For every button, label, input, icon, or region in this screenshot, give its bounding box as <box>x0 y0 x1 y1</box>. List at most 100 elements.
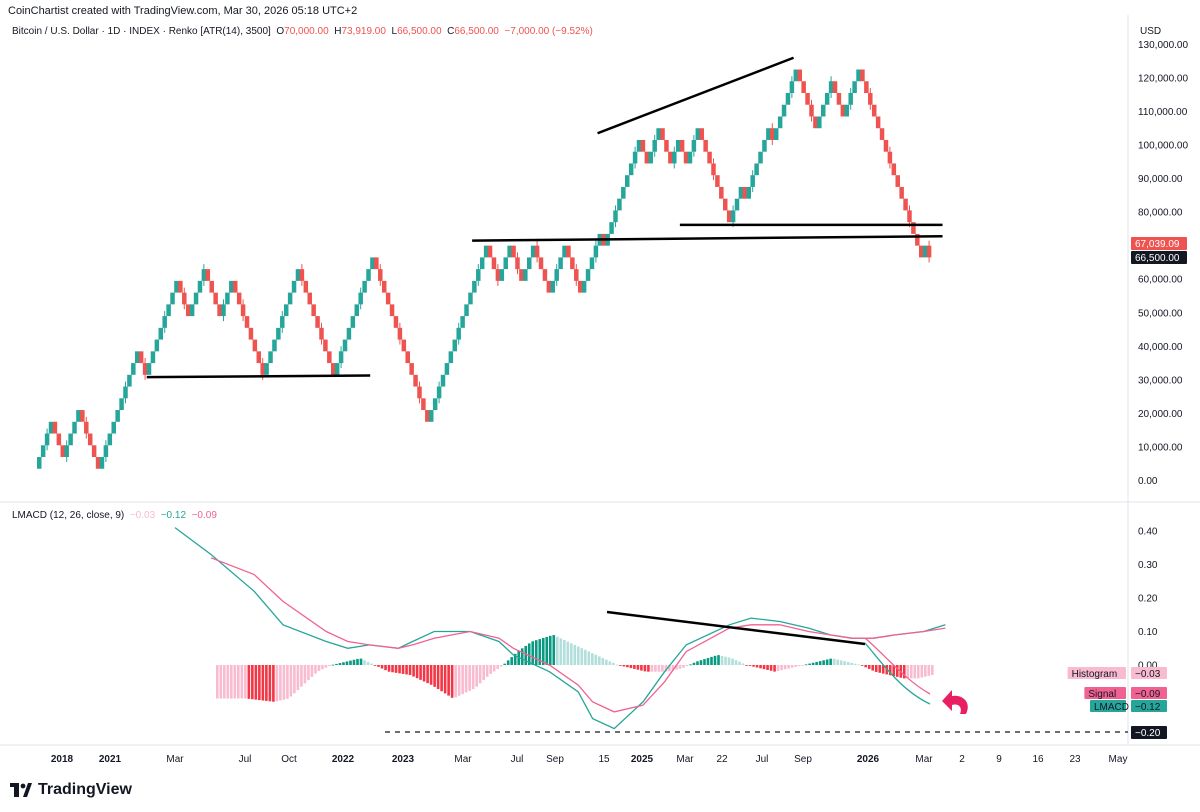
renko-brick-down <box>95 457 101 469</box>
trendline <box>597 56 795 135</box>
histogram-bar <box>741 663 745 665</box>
histogram-bar <box>731 658 734 665</box>
time-tick-label: 15 <box>598 754 610 765</box>
histogram-bar <box>408 665 412 676</box>
price-tick-label: 0.00 <box>1138 476 1158 487</box>
price-tick-label: 30,000.00 <box>1138 375 1183 386</box>
histogram-bar <box>261 665 265 701</box>
renko-brick-down <box>60 445 66 458</box>
renko-brick-up <box>476 269 481 281</box>
renko-brick-down <box>409 363 414 375</box>
renko-brick-up <box>468 292 473 305</box>
renko-brick-up <box>750 175 755 187</box>
histogram-bar <box>317 665 321 671</box>
renko-brick-up <box>287 292 293 305</box>
renko-brick-up <box>499 269 505 281</box>
histogram-bar <box>598 656 601 665</box>
renko-brick-up <box>530 245 536 258</box>
histogram-bar <box>573 644 577 665</box>
histogram-bar <box>513 653 517 665</box>
histogram-bar <box>254 665 258 700</box>
renko-brick-up <box>613 210 618 223</box>
histogram-bar <box>909 665 913 679</box>
histogram-bar <box>601 658 605 665</box>
renko-brick-up <box>754 163 759 176</box>
renko-brick-down <box>797 69 802 82</box>
histogram-bar <box>380 665 384 669</box>
time-tick-label: 22 <box>716 754 728 765</box>
histogram-bar <box>594 654 598 665</box>
histogram-bar <box>338 663 342 665</box>
renko-brick-down <box>381 280 387 293</box>
renko-brick-up <box>436 386 442 399</box>
histogram-bar <box>619 665 622 666</box>
renko-brick-up <box>695 128 701 140</box>
renko-brick-up <box>295 269 301 281</box>
histogram-bar <box>923 665 927 677</box>
renko-brick-up <box>781 104 787 117</box>
histogram-bar <box>748 665 752 666</box>
renko-brick-up <box>201 269 207 281</box>
renko-brick-down <box>213 292 218 305</box>
histogram-bar <box>867 665 871 669</box>
histogram-bar <box>289 665 293 697</box>
renko-brick-up <box>456 327 461 340</box>
renko-brick-down <box>185 304 191 317</box>
histogram-bar <box>927 665 931 676</box>
renko-brick-down <box>319 327 324 340</box>
histogram-bar <box>776 665 780 671</box>
renko-brick-up <box>334 363 340 375</box>
histogram-bar <box>622 665 626 667</box>
histogram-bar <box>310 665 314 677</box>
histogram-bar <box>286 665 289 699</box>
time-tick-label: Mar <box>166 754 184 765</box>
renko-brick-up <box>291 280 297 293</box>
renko-brick-up <box>758 151 763 164</box>
trendline <box>472 235 943 242</box>
tradingview-logo: TradingView <box>10 781 132 799</box>
renko-brick-down <box>52 421 58 434</box>
histogram-bar <box>307 665 310 681</box>
macd-tick-label: 0.40 <box>1138 527 1158 538</box>
price-tick-label: 90,000.00 <box>1138 174 1183 185</box>
renko-brick-down <box>868 92 873 105</box>
histogram-bar <box>843 661 846 665</box>
histogram-bar <box>580 648 584 665</box>
renko-brick-up <box>730 210 736 223</box>
renko-brick-up <box>154 339 160 352</box>
histogram-bar <box>331 664 335 666</box>
renko-brick-down <box>538 257 544 270</box>
histogram-bar <box>240 665 244 699</box>
renko-brick-up <box>734 198 740 211</box>
histogram-bar <box>822 660 825 665</box>
renko-brick-down <box>809 104 814 117</box>
renko-brick-down <box>566 245 571 258</box>
renko-brick-down <box>178 280 183 293</box>
renko-brick-up <box>824 92 830 105</box>
histogram-bar <box>559 638 563 665</box>
renko-brick-up <box>189 304 195 317</box>
renko-brick-up <box>632 151 638 164</box>
histogram-bar <box>654 665 657 672</box>
renko-brick-down <box>864 81 869 93</box>
renko-brick-up <box>464 304 469 317</box>
close-label: C <box>447 26 455 37</box>
renko-brick-down <box>205 269 211 281</box>
renko-brick-down <box>899 186 904 199</box>
renko-brick-down <box>871 104 877 117</box>
histogram-bar <box>787 665 790 669</box>
renko-brick-down <box>405 351 410 364</box>
histogram-bar <box>808 663 811 665</box>
renko-brick-up <box>358 292 363 305</box>
time-tick-label: Sep <box>546 754 564 765</box>
histogram-bar <box>454 665 457 698</box>
renko-brick-up <box>483 245 489 258</box>
renko-brick-up <box>111 421 116 434</box>
histogram-bar <box>534 640 538 665</box>
macd-tick-label: 0.20 <box>1138 594 1158 605</box>
histogram-bar <box>706 658 710 665</box>
time-tick-label: 23 <box>1069 754 1081 765</box>
renko-brick-up <box>785 92 791 105</box>
histogram-bar <box>520 648 524 665</box>
